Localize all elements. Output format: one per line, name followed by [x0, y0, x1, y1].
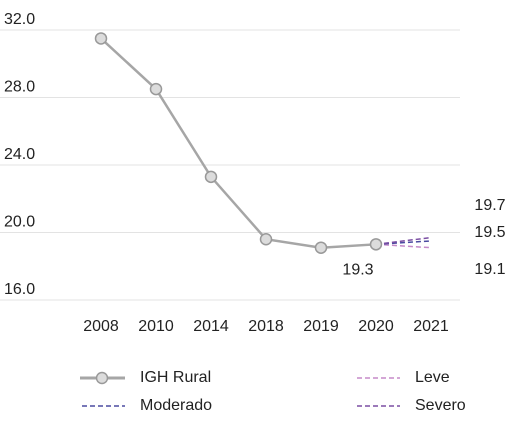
- data-label: 19.1: [474, 261, 505, 278]
- legend-label: Leve: [415, 369, 450, 386]
- marker: [369, 238, 383, 251]
- y-tick-label: 32.0: [4, 11, 35, 28]
- y-tick-label: 28.0: [4, 79, 35, 96]
- y-tick-label: 16.0: [4, 281, 35, 298]
- data-label: 19.3: [342, 262, 373, 279]
- scenario-line: [375, 236, 432, 246]
- data-label: 19.7: [474, 197, 505, 214]
- x-tick-label: 2021: [413, 318, 449, 335]
- x-tick-label: 2014: [193, 318, 229, 335]
- marker: [94, 32, 108, 45]
- legend-label: IGH Rural: [140, 369, 211, 386]
- line: [100, 37, 377, 249]
- marker: [204, 170, 218, 184]
- y-tick-label: 24.0: [4, 146, 35, 163]
- x-tick-label: 2010: [138, 318, 174, 335]
- marker: [149, 82, 163, 96]
- x-tick-label: 2018: [248, 318, 284, 335]
- x-tick-label: 2020: [358, 318, 394, 335]
- legend-label: Moderado: [140, 397, 212, 414]
- data-label: 19.5: [474, 224, 505, 241]
- legend-swatch: [95, 371, 109, 385]
- x-tick-label: 2008: [83, 318, 119, 335]
- marker: [314, 241, 328, 254]
- x-tick-label: 2019: [303, 318, 339, 335]
- scenario-line: [375, 243, 432, 249]
- legend-label: Severo: [415, 397, 466, 414]
- y-tick-label: 20.0: [4, 214, 35, 231]
- marker: [259, 233, 273, 246]
